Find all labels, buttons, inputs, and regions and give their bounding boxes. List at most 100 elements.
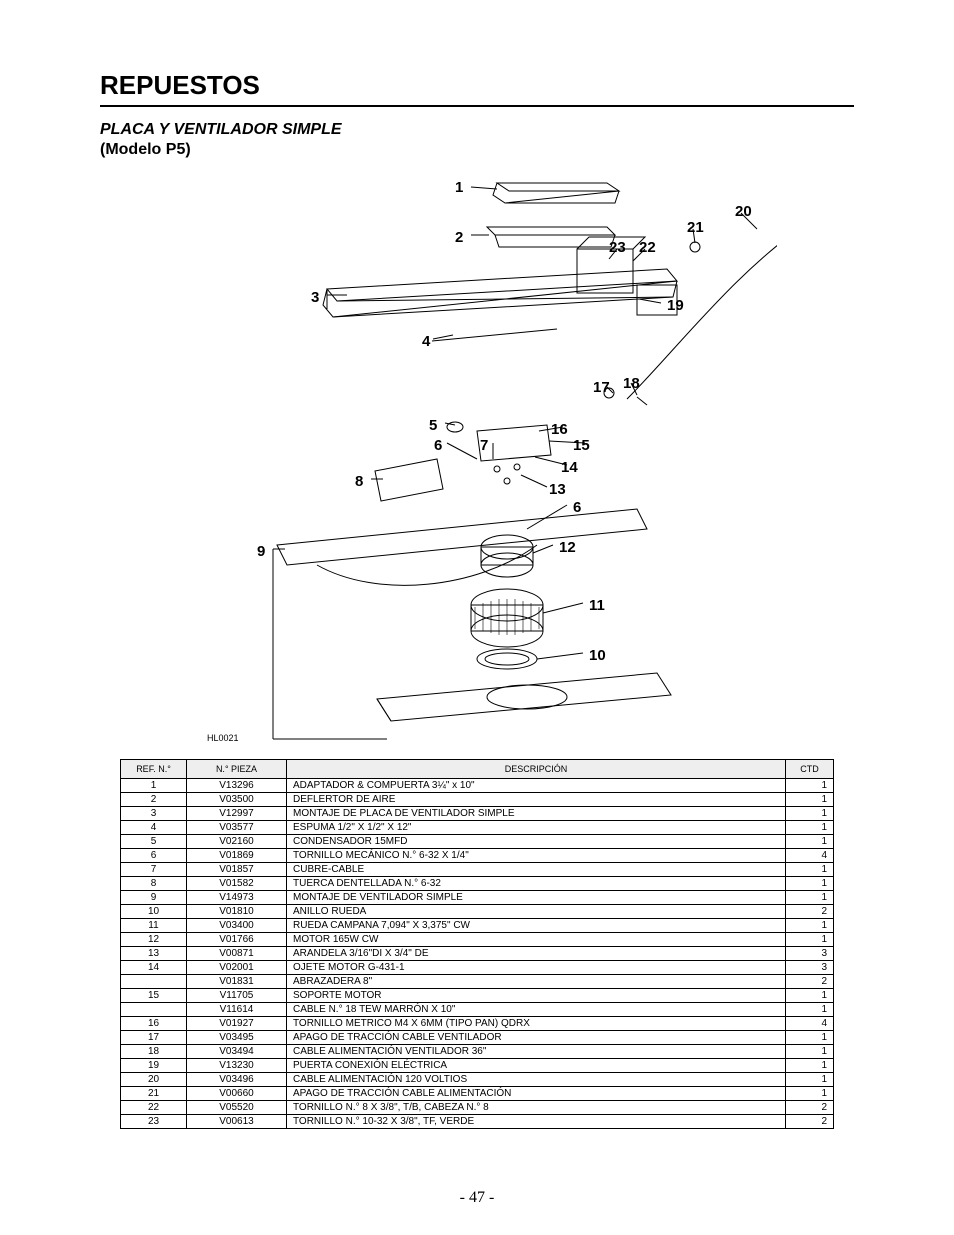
cell-qty: 2 [786,1101,834,1115]
table-row: 14V02001OJETE MOTOR G-431-13 [121,961,834,975]
col-part: N.° PIEZA [187,760,287,779]
callout-14: 14 [561,459,578,476]
table-row: 9V14973MONTAJE DE VENTILADOR SIMPLE1 [121,891,834,905]
callout-11: 11 [589,597,605,614]
col-qty: CTD [786,760,834,779]
callout-13: 13 [549,481,566,498]
cell-part: V03577 [187,821,287,835]
cell-part: V01831 [187,975,287,989]
table-row: 5V02160CONDENSADOR 15MFD1 [121,835,834,849]
cell-qty: 1 [786,863,834,877]
callout-17: 17 [593,379,610,396]
callout-8: 8 [355,473,363,490]
table-row: 11V03400RUEDA CAMPANA 7,094" X 3,375" CW… [121,919,834,933]
cell-desc: MONTAJE DE PLACA DE VENTILADOR SIMPLE [287,807,786,821]
table-row: 2V03500DEFLERTOR DE AIRE1 [121,793,834,807]
callout-15: 15 [573,437,590,454]
page-number: - 47 - [0,1189,954,1207]
cell-desc: CABLE ALIMENTACIÓN 120 VOLTIOS [287,1073,786,1087]
cell-part: V01857 [187,863,287,877]
callout-16: 16 [551,421,568,438]
callout-12: 12 [559,539,576,556]
cell-desc: SOPORTE MOTOR [287,989,786,1003]
cell-qty: 4 [786,1017,834,1031]
cell-desc: ANILLO RUEDA [287,905,786,919]
cell-desc: APAGO DE TRACCIÓN CABLE ALIMENTACIÓN [287,1087,786,1101]
cell-ref: 22 [121,1101,187,1115]
cell-qty: 1 [786,891,834,905]
table-row: 22V05520TORNILLO N.° 8 X 3/8", T/B, CABE… [121,1101,834,1115]
model-line: (Modelo P5) [100,141,854,159]
cell-qty: 4 [786,849,834,863]
cell-qty: 1 [786,1087,834,1101]
cell-qty: 1 [786,1073,834,1087]
cell-desc: CABLE ALIMENTACIÓN VENTILADOR 36" [287,1045,786,1059]
cell-ref: 7 [121,863,187,877]
cell-qty: 1 [786,1031,834,1045]
callout-2: 2 [455,229,463,246]
cell-desc: ADAPTADOR & COMPUERTA 3¼" x 10" [287,779,786,793]
table-row: 23V00613TORNILLO N.° 10-32 X 3/8", TF, V… [121,1115,834,1129]
cell-qty: 1 [786,1045,834,1059]
cell-part: V01582 [187,877,287,891]
callout-22: 22 [639,239,656,256]
callout-3: 3 [311,289,319,306]
cell-qty: 1 [786,807,834,821]
section-title: REPUESTOS [100,70,854,107]
cell-part: V01869 [187,849,287,863]
cell-desc: CABLE N.° 18 TEW MARRÓN X 10" [287,1003,786,1017]
cell-qty: 1 [786,989,834,1003]
cell-qty: 1 [786,1059,834,1073]
diagram-code: HL0021 [207,733,239,743]
cell-part: V02160 [187,835,287,849]
cell-ref: 1 [121,779,187,793]
cell-ref: 17 [121,1031,187,1045]
table-row: 17V03495APAGO DE TRACCIÓN CABLE VENTILAD… [121,1031,834,1045]
table-row: 20V03496CABLE ALIMENTACIÓN 120 VOLTIOS1 [121,1073,834,1087]
cell-ref: 11 [121,919,187,933]
cell-desc: ESPUMA 1/2" X 1/2" X 12" [287,821,786,835]
cell-ref: 14 [121,961,187,975]
callout-23: 23 [609,239,626,256]
cell-desc: TORNILLO N.° 10-32 X 3/8", TF, VERDE [287,1115,786,1129]
cell-part: V14973 [187,891,287,905]
cell-part: V13230 [187,1059,287,1073]
table-row: 15V11705SOPORTE MOTOR1 [121,989,834,1003]
cell-part: V00871 [187,947,287,961]
cell-part: V13296 [187,779,287,793]
cell-desc: TORNILLO MECÁNICO N.° 6-32 X 1/4" [287,849,786,863]
cell-part: V01810 [187,905,287,919]
cell-ref: 4 [121,821,187,835]
callout-6: 6 [434,437,442,454]
table-row: V01831ABRAZADERA 8"2 [121,975,834,989]
cell-desc: TORNILLO N.° 8 X 3/8", T/B, CABEZA N.° 8 [287,1101,786,1115]
cell-ref: 10 [121,905,187,919]
table-row: 1V13296ADAPTADOR & COMPUERTA 3¼" x 10"1 [121,779,834,793]
cell-desc: CONDENSADOR 15MFD [287,835,786,849]
table-row: 8V01582TUERCA DENTELLADA N.° 6-321 [121,877,834,891]
cell-qty: 1 [786,835,834,849]
cell-qty: 1 [786,821,834,835]
table-row: 6V01869TORNILLO MECÁNICO N.° 6-32 X 1/4"… [121,849,834,863]
cell-desc: MONTAJE DE VENTILADOR SIMPLE [287,891,786,905]
cell-part: V12997 [187,807,287,821]
col-ref: REF. N.° [121,760,187,779]
cell-part: V01766 [187,933,287,947]
callout-10: 10 [589,647,606,664]
cell-part: V03495 [187,1031,287,1045]
cell-part: V02001 [187,961,287,975]
callout-9: 9 [257,543,265,560]
table-row: 10V01810ANILLO RUEDA2 [121,905,834,919]
callout-18: 18 [623,375,640,392]
cell-ref [121,975,187,989]
cell-part: V03494 [187,1045,287,1059]
cell-ref: 2 [121,793,187,807]
callout-19: 19 [667,297,684,314]
diagram-svg [177,169,777,749]
cell-ref: 15 [121,989,187,1003]
cell-desc: RUEDA CAMPANA 7,094" X 3,375" CW [287,919,786,933]
cell-desc: CUBRE-CABLE [287,863,786,877]
cell-qty: 1 [786,1003,834,1017]
cell-desc: PUERTA CONEXIÓN ELÉCTRICA [287,1059,786,1073]
cell-qty: 3 [786,947,834,961]
